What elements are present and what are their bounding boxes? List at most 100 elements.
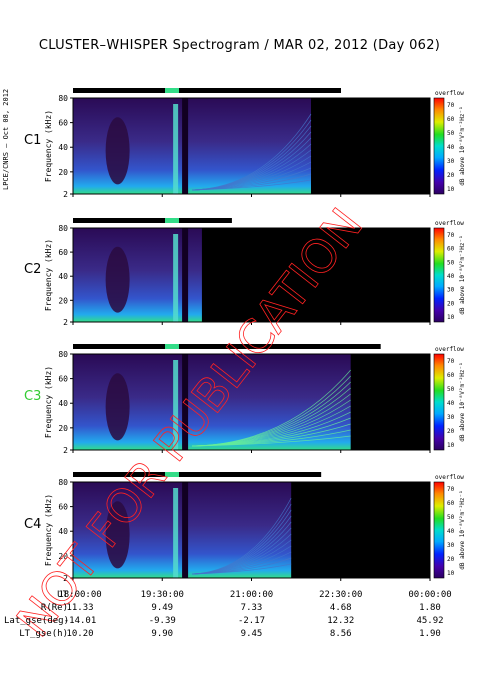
colorbar-tick-label: 30 [447, 542, 455, 549]
panel-c4: 2 20 40 60 80 Frequency (kHz)C4 overflow 10 20 30… [24, 472, 466, 583]
y-tick-label: 2 [63, 318, 68, 327]
colorbar-tick-label: 10 [447, 314, 455, 321]
orbit-row-value: 12.32 [327, 616, 355, 626]
colorbar-tick-label: 30 [447, 158, 455, 165]
colorbar-tick-label: 50 [447, 514, 455, 521]
y-tick-label: 80 [58, 350, 68, 359]
colorbar-overflow-label: overflow [435, 90, 464, 97]
colorbar-tick-label: 60 [447, 500, 455, 507]
colorbar-tick-label: 60 [447, 372, 455, 379]
harmonic-line [192, 369, 351, 447]
colorbar-tick-label: 10 [447, 186, 455, 193]
orbit-row-value: 1.90 [419, 629, 441, 639]
panel-label: C1 [24, 133, 41, 148]
colorbar-overflow-label: overflow [435, 474, 464, 481]
y-tick-label: 40 [58, 527, 68, 536]
y-axis-label: Frequency (kHz) [44, 239, 53, 311]
panel-c3: 2 20 40 60 80 Frequency (kHz)C3 overflow 10 20 30… [24, 344, 466, 455]
orbit-row-value: 18:00:00 [58, 590, 102, 600]
colorbar-tick-label: 30 [447, 287, 455, 294]
orbit-row-value: -2.17 [237, 616, 266, 626]
orbit-row-value: 7.33 [240, 603, 263, 613]
y-tick-label: 20 [58, 296, 68, 305]
y-tick-label: 60 [58, 119, 68, 128]
orbit-row-label: Lat_gse(deg) [4, 616, 70, 626]
orbit-row-value: 00:00:00 [408, 590, 452, 600]
colorbar-overflow-label: overflow [435, 346, 464, 353]
y-tick-label: 40 [58, 143, 68, 152]
orbit-row-value: -14.01 [63, 616, 97, 626]
harmonic-line [192, 497, 292, 575]
y-tick-label: 20 [58, 424, 68, 433]
y-tick-label: 2 [63, 446, 68, 455]
orbit-row-value: 21:00:00 [229, 590, 274, 600]
data-gap-band [182, 354, 189, 450]
orbit-row-value: 11.33 [66, 603, 94, 613]
colorbar-label: dB above 10⁻⁸V²m⁻²Hz⁻¹ [459, 235, 466, 314]
colorbar-tick-label: 40 [447, 528, 455, 535]
y-tick-label: 40 [58, 399, 68, 408]
data-gap-band [182, 228, 189, 322]
y-tick-label: 20 [58, 552, 68, 561]
colorbar-scale [433, 353, 445, 451]
colorbar-tick-label: 60 [447, 116, 455, 123]
colorbar-tick-label: 70 [447, 358, 455, 365]
y-tick-label: 60 [58, 503, 68, 512]
orbit-row-value: 9.49 [151, 603, 174, 613]
status-bar [73, 88, 341, 93]
colorbar-tick-label: 20 [447, 428, 455, 435]
colorbar: overflow 10 20 30 40 50 60 70 dB above 10⁻⁸V²m⁻²… [433, 90, 466, 195]
y-tick-label: 20 [58, 168, 68, 177]
colorbar-tick-label: 50 [447, 130, 455, 137]
orbit-row-value: 19:30:00 [140, 590, 184, 600]
colorbar-tick-label: 20 [447, 300, 455, 307]
orbit-row-value: 45.92 [416, 616, 444, 626]
colorbar-tick-label: 30 [447, 414, 455, 421]
orbit-row-value: -9.39 [148, 616, 176, 626]
emission-column [173, 234, 179, 322]
colorbar-overflow-label: overflow [435, 220, 464, 227]
colorbar-scale [433, 227, 445, 323]
colorbar-tick-label: 40 [447, 144, 455, 151]
y-tick-label: 2 [63, 574, 68, 583]
emission-column [173, 360, 179, 450]
panel-c1: 2 20 40 60 80 Frequency (kHz)C1 overflow 10 20 30… [24, 88, 466, 199]
orbit-row-value: 8.56 [329, 629, 352, 639]
status-bar [73, 344, 381, 349]
colorbar-tick-label: 40 [447, 400, 455, 407]
orbit-row-value: 9.90 [151, 629, 174, 639]
colorbar-tick-label: 10 [447, 442, 455, 449]
y-tick-label: 40 [58, 272, 68, 281]
data-gap-band [182, 98, 189, 194]
orbit-row-value: 9.45 [240, 629, 263, 639]
y-axis-label: Frequency (kHz) [44, 110, 53, 182]
panel-label: C2 [24, 262, 41, 277]
colorbar-tick-label: 60 [447, 246, 455, 253]
spectrogram-blob [105, 117, 130, 185]
colorbar-tick-label: 40 [447, 273, 455, 280]
y-tick-label: 80 [58, 94, 68, 103]
panel-label: C4 [24, 517, 41, 532]
colorbar-tick-label: 70 [447, 102, 455, 109]
panel-label: C3 [24, 389, 41, 404]
data-gap-band [182, 482, 189, 578]
colorbar: overflow 10 20 30 40 50 60 70 dB above 10⁻⁸V²m⁻²… [433, 346, 466, 451]
chart-title: CLUSTER–WHISPER Spectrogram / MAR 02, 20… [38, 38, 441, 53]
panel-c2: 2 20 40 60 80 Frequency (kHz)C2 overflow 10 20 30… [24, 218, 466, 327]
orbit-row-value: 10.20 [66, 629, 94, 639]
colorbar-tick-label: 50 [447, 259, 455, 266]
spectrogram-blob [105, 373, 130, 441]
y-tick-label: 2 [63, 190, 68, 199]
colorbar: overflow 10 20 30 40 50 60 70 dB above 10⁻⁸V²m⁻²… [433, 474, 466, 579]
status-bar-flag [165, 344, 179, 349]
y-axis-label: Frequency (kHz) [44, 494, 53, 566]
orbit-row-label: R(Re) [40, 603, 68, 613]
status-bar [73, 472, 322, 477]
status-bar-flag [165, 218, 179, 223]
y-tick-label: 60 [58, 248, 68, 257]
orbit-row-label: UT [57, 590, 68, 600]
orbit-row-value: 1.80 [419, 603, 441, 613]
status-bar-flag [165, 88, 179, 93]
spectrogram-blob [105, 246, 130, 313]
status-bar-flag [165, 472, 179, 477]
